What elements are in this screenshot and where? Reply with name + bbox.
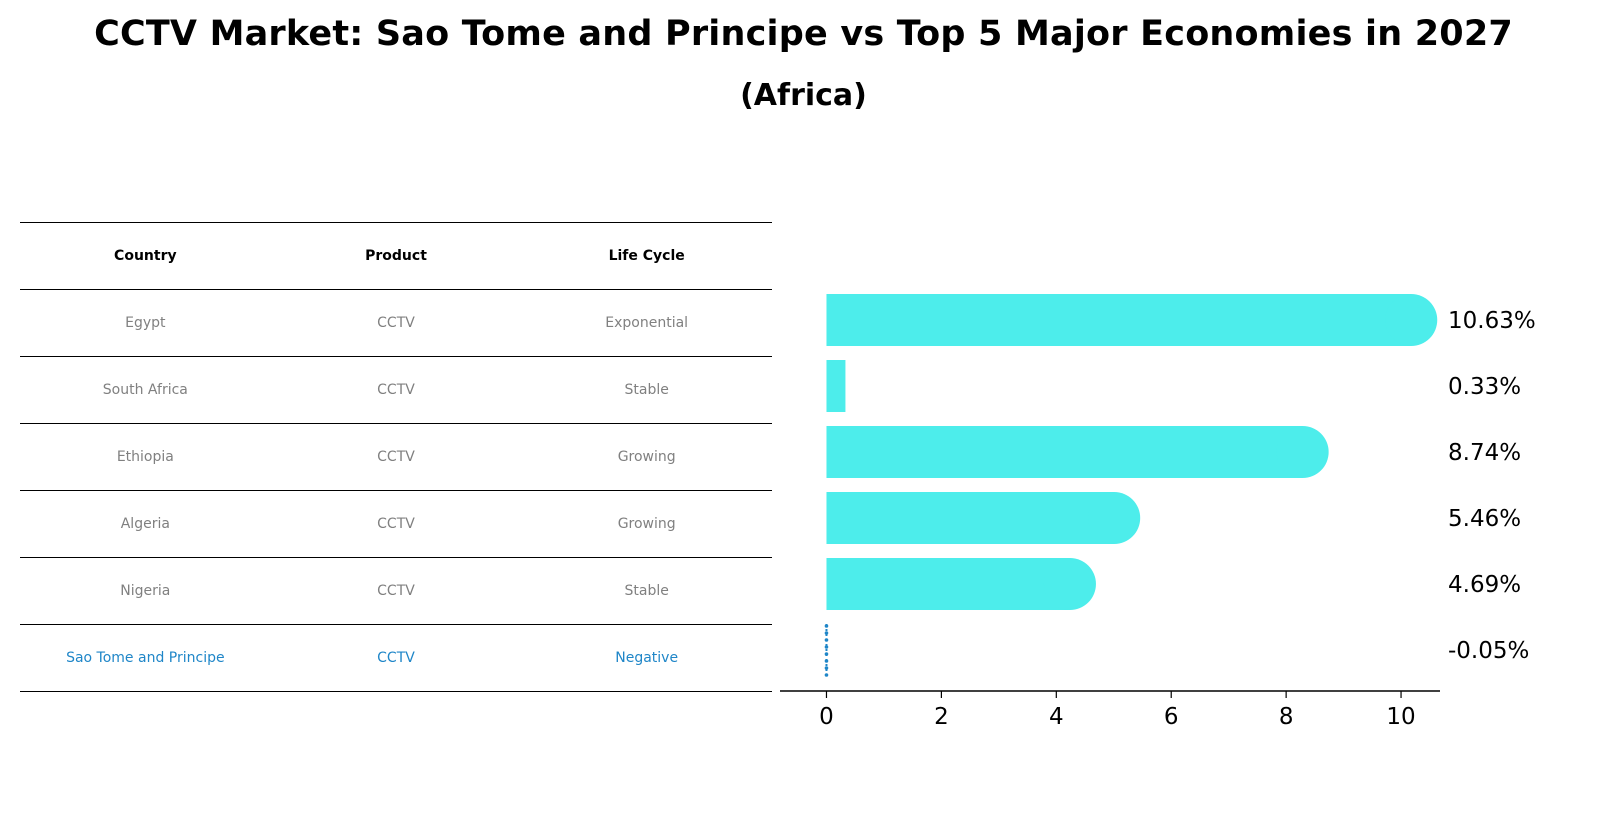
cell-country: Sao Tome and Principe bbox=[66, 650, 225, 666]
chart-subtitle: (Africa) bbox=[740, 78, 867, 113]
cell-country: Nigeria bbox=[120, 583, 171, 599]
x-tick-label: 0 bbox=[819, 704, 834, 730]
bar-south-africa bbox=[826, 360, 846, 412]
cell-life-cycle: Exponential bbox=[605, 315, 689, 331]
bar-sao-tome-and-principe bbox=[824, 624, 829, 677]
cell-life-cycle: Stable bbox=[624, 583, 669, 599]
bar-egypt bbox=[826, 294, 1438, 346]
cell-product: CCTV bbox=[377, 449, 415, 465]
value-label: -0.05% bbox=[1448, 638, 1529, 664]
value-label: 10.63% bbox=[1448, 308, 1536, 334]
growth-bar-chart: 10.63% 0.33% 8.74% 5.46% 4.69% -0.05% 0 2 4 6 8 10 bbox=[780, 294, 1536, 730]
bar-algeria bbox=[826, 492, 1141, 544]
cell-life-cycle: Stable bbox=[624, 382, 669, 398]
cell-country: Egypt bbox=[125, 315, 166, 331]
table-row: Nigeria CCTV Stable bbox=[20, 557, 772, 624]
table-header-row: Country Product Life Cycle bbox=[20, 222, 772, 289]
cell-product: CCTV bbox=[377, 650, 415, 666]
table-row: South Africa CCTV Stable bbox=[20, 356, 772, 423]
chart-title: CCTV Market: Sao Tome and Principe vs To… bbox=[94, 14, 1513, 54]
header-product: Product bbox=[365, 248, 427, 264]
cell-product: CCTV bbox=[377, 315, 415, 331]
bar-nigeria bbox=[826, 558, 1096, 610]
x-tick-label: 10 bbox=[1386, 704, 1415, 730]
cell-product: CCTV bbox=[377, 382, 415, 398]
x-tick-label: 8 bbox=[1279, 704, 1294, 730]
data-table: Country Product Life Cycle Egypt CCTV Ex… bbox=[20, 222, 772, 692]
cell-product: CCTV bbox=[377, 583, 415, 599]
table-row: Algeria CCTV Growing bbox=[20, 490, 772, 557]
cell-country: Ethiopia bbox=[116, 449, 174, 465]
cell-life-cycle: Negative bbox=[615, 650, 679, 666]
value-label: 8.74% bbox=[1448, 440, 1521, 466]
header-country: Country bbox=[114, 248, 177, 264]
cell-life-cycle: Growing bbox=[617, 516, 676, 532]
header-life-cycle: Life Cycle bbox=[608, 248, 685, 264]
x-tick-label: 2 bbox=[934, 704, 949, 730]
table-row-highlighted: Sao Tome and Principe CCTV Negative bbox=[20, 624, 772, 692]
cell-product: CCTV bbox=[377, 516, 415, 532]
value-label: 4.69% bbox=[1448, 572, 1521, 598]
bar-ethiopia bbox=[826, 426, 1329, 478]
table-row: Egypt CCTV Exponential bbox=[20, 289, 772, 356]
value-label: 5.46% bbox=[1448, 506, 1521, 532]
cell-life-cycle: Growing bbox=[617, 449, 676, 465]
cell-country: South Africa bbox=[102, 382, 188, 398]
x-tick-label: 4 bbox=[1049, 704, 1064, 730]
cell-country: Algeria bbox=[120, 516, 170, 532]
value-label: 0.33% bbox=[1448, 374, 1521, 400]
x-tick-label: 6 bbox=[1164, 704, 1179, 730]
table-row: Ethiopia CCTV Growing bbox=[20, 423, 772, 490]
